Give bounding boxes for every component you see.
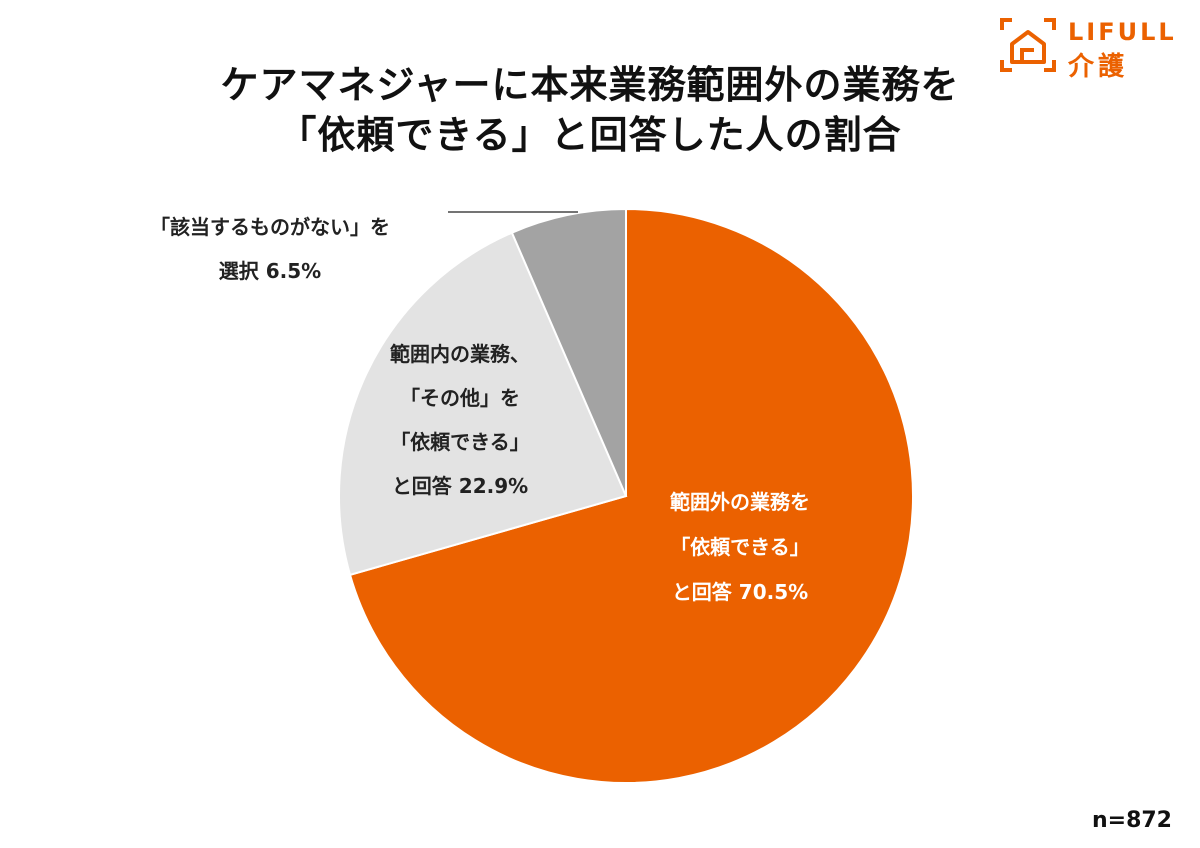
slice-label-line: 「該当するものがない」を [150,215,390,239]
brand-logo-icon [1000,18,1056,72]
pie-slice-outside-range [348,207,914,784]
slice-label-line: と回答 70.5% [671,580,809,604]
chart-title-line-1: ケアマネジャーに本来業務範囲外の業務を [220,63,960,107]
brand-logo-text: LIFULL [1068,18,1177,46]
slice-label-line: 「その他」を [400,386,520,410]
slice-label-inside-range: 範囲内の業務、 「その他」を 「依頼できる」 と回答 22.9% [340,332,580,508]
slice-label-outside-range: 範囲外の業務を 「依頼できる」 と回答 70.5% [620,480,860,615]
slice-label-line: 選択 6.5% [218,259,322,283]
slice-label-line: 「依頼できる」 [670,535,810,559]
slice-label-none-applicable: 「該当するものがない」を 選択 6.5% [100,205,440,293]
slice-label-line: と回答 22.9% [391,474,529,498]
chart-title-line-2: 「依頼できる」と回答した人の割合 [278,113,902,157]
pie-slice-none-applicable [510,207,627,497]
brand-logo-subtext: 介護 [1068,52,1129,82]
sample-size-note: n=872 [1091,808,1172,833]
pie-slice-inside-range [338,231,628,577]
slice-label-line: 範囲内の業務、 [390,342,530,366]
slice-label-line: 「依頼できる」 [390,430,530,454]
slice-label-line: 範囲外の業務を [670,490,810,514]
